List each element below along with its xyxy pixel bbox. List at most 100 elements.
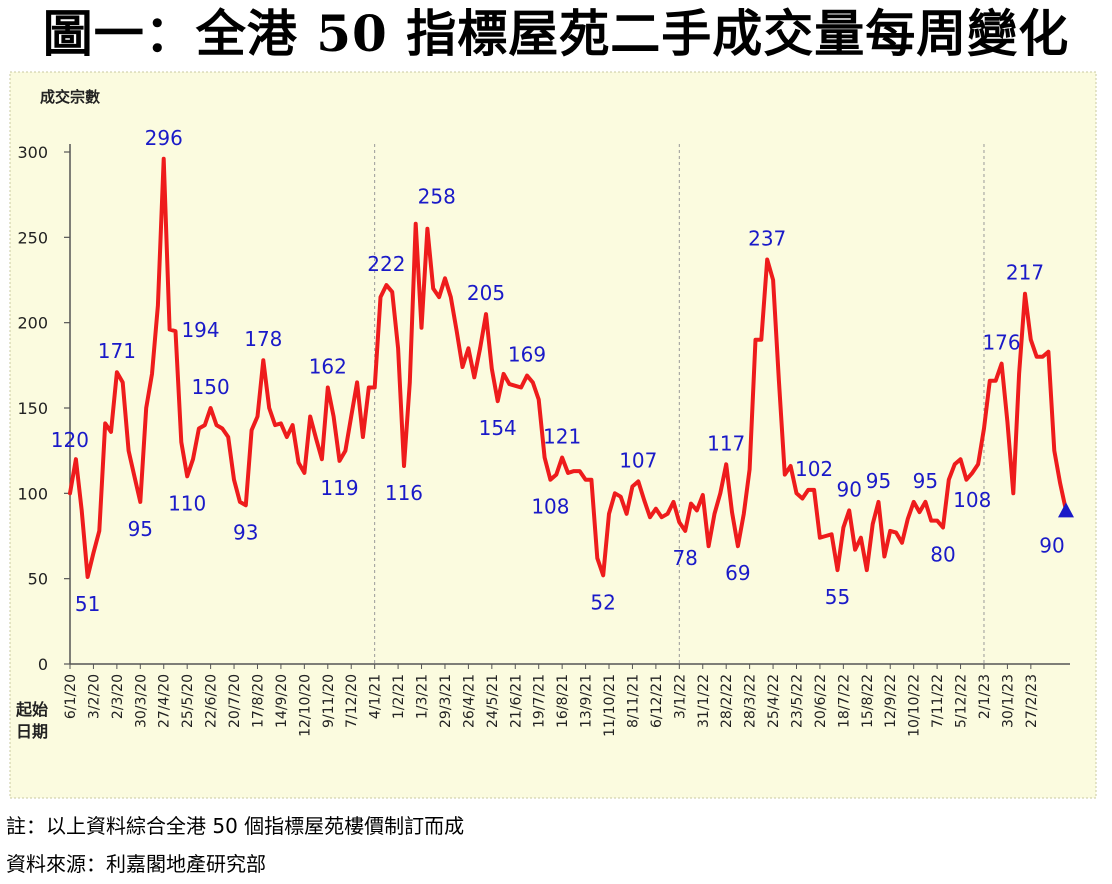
x-tick-label: 29/3/21	[438, 674, 454, 728]
data-label: 154	[479, 416, 517, 440]
data-label: 217	[1006, 261, 1044, 285]
data-label: 108	[531, 495, 569, 519]
y-tick-label: 100	[17, 484, 48, 503]
data-label: 116	[385, 481, 423, 505]
data-label: 95	[913, 469, 938, 493]
x-tick-label: 8/11/21	[625, 674, 641, 728]
x-tick-label: 12/10/20	[297, 674, 313, 737]
data-label: 95	[128, 517, 153, 541]
x-tick-label: 2/1/23	[977, 674, 993, 719]
x-tick-label: 27/2/23	[1024, 674, 1040, 728]
x-tick-label: 1/2/21	[391, 674, 407, 719]
line-chart: 成交宗數 0 50 100 150 200 250 300 6/1/20 3/2/20 2/3/…	[9, 71, 1097, 799]
x-tick-label: 25/4/22	[766, 674, 782, 728]
data-label: 222	[367, 252, 405, 276]
x-tick-label: 5/12/22	[954, 674, 970, 728]
data-label: 69	[725, 561, 750, 585]
data-label: 107	[619, 448, 657, 472]
data-label: 55	[825, 585, 850, 609]
x-tick-label: 31/1/22	[696, 674, 712, 728]
x-tick-label: 18/7/22	[836, 674, 852, 728]
x-tick-label: 23/5/22	[789, 674, 805, 728]
x-tick-label: 20/6/22	[813, 674, 829, 728]
x-tick-label: 30/3/20	[133, 674, 149, 728]
y-tick-label: 250	[17, 228, 48, 247]
x-tick-label: 22/6/20	[204, 674, 220, 728]
series-group	[68, 156, 1074, 579]
data-label: 296	[145, 126, 183, 150]
end-marker-triangle	[1058, 502, 1074, 518]
data-label: 171	[98, 339, 136, 363]
data-label: 178	[244, 327, 282, 351]
x-tick-label: 1/3/21	[415, 674, 431, 719]
y-tick-label: 300	[17, 143, 48, 162]
x-axis-title-line1: 起始	[15, 700, 48, 719]
data-label: 52	[590, 590, 615, 614]
data-label: 51	[75, 592, 100, 616]
data-label: 102	[795, 457, 833, 481]
x-tick-label: 3/2/20	[86, 674, 102, 719]
x-tick-label: 21/6/21	[508, 674, 524, 728]
x-tick-label: 16/8/21	[555, 674, 571, 728]
data-label: 119	[320, 476, 358, 500]
data-label: 78	[672, 546, 697, 570]
data-label: 237	[748, 227, 786, 251]
y-tick-label: 150	[17, 399, 48, 418]
data-label: 162	[309, 355, 347, 379]
data-label: 90	[836, 477, 861, 501]
x-tick-label: 15/8/22	[860, 674, 876, 728]
x-tick-label: 25/5/20	[180, 674, 196, 728]
x-tick-label: 27/4/20	[157, 674, 173, 728]
x-tick-label: 28/3/22	[743, 674, 759, 728]
footnote: 註：以上資料綜合全港 50 個指標屋苑樓價制訂而成	[6, 814, 465, 838]
data-label: 80	[930, 542, 955, 566]
x-tick-label: 6/12/21	[649, 674, 665, 728]
x-tick-label: 17/8/20	[250, 674, 266, 728]
source-note: 資料來源：利嘉閣地產研究部	[6, 852, 266, 876]
x-tick-label: 20/7/20	[227, 674, 243, 728]
grid-lines	[374, 144, 985, 664]
data-label: 176	[982, 331, 1020, 355]
y-axis: 0 50 100 150 200 250 300	[17, 143, 71, 674]
x-tick-label: 10/10/22	[907, 674, 923, 737]
x-tick-label: 4/1/21	[368, 674, 384, 719]
data-label: 205	[467, 281, 505, 305]
x-axis-title-line2: 日期	[16, 722, 48, 741]
x-tick-label: 13/9/21	[579, 674, 595, 728]
x-tick-label: 12/9/22	[883, 674, 899, 728]
data-label: 169	[508, 343, 546, 367]
data-label: 194	[181, 318, 219, 342]
y-tick-label: 200	[17, 314, 48, 333]
data-label: 120	[51, 428, 89, 452]
x-tick-label: 14/9/20	[274, 674, 290, 728]
y-tick-label: 50	[28, 570, 48, 589]
x-axis: 6/1/20 3/2/20 2/3/20 30/3/20 27/4/20 25/5/20 2…	[63, 663, 1070, 737]
x-tick-label: 6/1/20	[63, 674, 79, 719]
data-label: 121	[543, 424, 581, 448]
data-label: 150	[192, 375, 230, 399]
data-label: 110	[168, 491, 206, 515]
x-tick-label: 26/4/21	[461, 674, 477, 728]
y-axis-title: 成交宗數	[40, 88, 100, 106]
chart-frame	[9, 71, 1097, 799]
x-tick-label: 28/2/22	[719, 674, 735, 728]
data-label: 90	[1039, 533, 1064, 557]
data-label: 258	[418, 185, 456, 209]
x-tick-label: 9/11/20	[321, 674, 337, 728]
chart-title: 圖一：全港 50 指標屋苑二手成交量每周變化	[42, 4, 1070, 63]
x-tick-label: 3/1/22	[672, 674, 688, 719]
x-tick-label: 2/3/20	[110, 674, 126, 719]
series-line	[68, 156, 1068, 579]
x-tick-label: 19/7/21	[532, 674, 548, 728]
x-tick-label: 24/5/21	[485, 674, 501, 728]
data-label: 117	[707, 431, 745, 455]
x-tick-label: 7/12/20	[344, 674, 360, 728]
data-label: 108	[953, 488, 991, 512]
data-label: 95	[866, 469, 891, 493]
x-tick-label: 30/1/23	[1000, 674, 1016, 728]
x-tick-label: 7/11/22	[930, 674, 946, 728]
data-labels: 120 51 171 95 296 194 110 150 93 178 162 119 222 116 2…	[51, 126, 1065, 616]
data-label: 93	[233, 520, 258, 544]
x-tick-label: 11/10/21	[602, 674, 618, 737]
y-tick-label: 0	[38, 655, 48, 674]
